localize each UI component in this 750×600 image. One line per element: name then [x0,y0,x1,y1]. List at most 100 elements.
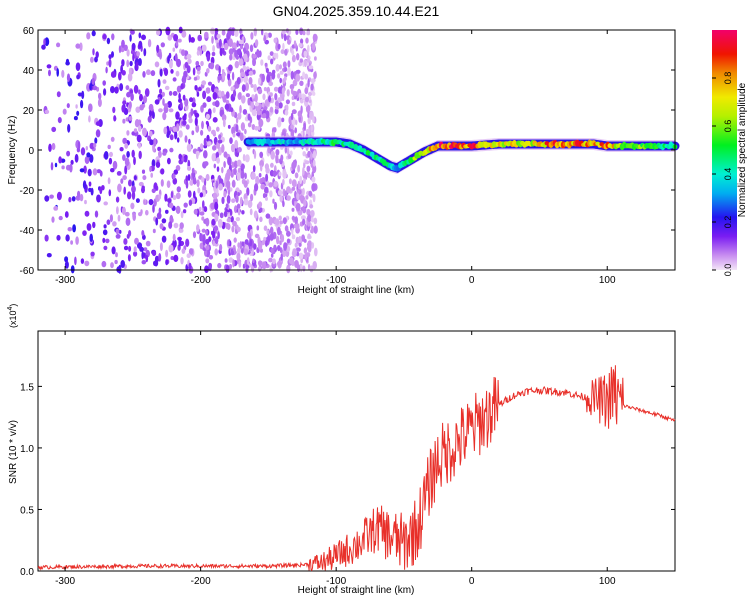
noise-speckle [235,194,239,203]
noise-speckle [204,265,209,274]
noise-speckle [273,180,279,187]
noise-speckle [138,119,142,126]
noise-speckle [212,182,216,187]
noise-speckle [182,209,187,214]
noise-speckle [188,117,193,124]
colorbar: 0.0 0.2 0.4 0.6 0.8 Normalized spectral ampl… [712,30,748,276]
noise-speckle [177,38,182,43]
noise-speckle [278,171,282,177]
noise-speckles [41,26,318,274]
noise-speckle [115,228,120,235]
noise-speckle [288,178,292,185]
noise-speckle [297,264,301,272]
noise-speckle [143,247,148,252]
noise-speckle [112,160,118,170]
noise-speckle [265,67,269,74]
noise-speckle [282,42,285,51]
noise-speckle [189,179,194,186]
noise-speckle [304,59,307,68]
noise-speckle [191,130,195,136]
snr-x-tick-label: 0 [469,576,475,587]
noise-speckle [292,79,298,87]
noise-speckle [145,209,149,216]
noise-speckle [282,217,287,225]
spectrogram-y-tick-label: 20 [23,106,35,117]
noise-speckle [144,88,150,97]
noise-speckle [160,179,164,187]
noise-speckle [281,249,287,258]
noise-speckle [187,174,191,181]
noise-speckle [268,216,273,226]
noise-speckle [291,186,296,191]
noise-speckle [206,96,212,103]
noise-speckle [291,227,294,235]
noise-speckle [248,77,253,85]
noise-speckle [139,104,144,111]
noise-speckle [240,71,246,78]
noise-speckle [225,264,230,273]
noise-speckle [58,156,62,164]
noise-speckle [124,211,130,217]
noise-speckle [127,191,132,200]
noise-speckle [151,188,156,194]
noise-speckle [254,39,259,47]
noise-speckle [232,220,237,227]
noise-speckle [300,257,304,264]
noise-speckle [172,173,176,180]
noise-speckle [283,242,288,251]
noise-speckle [158,207,162,214]
noise-speckle [197,187,201,194]
noise-speckle [93,142,97,148]
noise-speckle [196,224,200,232]
noise-speckle [71,196,76,202]
noise-speckle [278,215,282,221]
noise-speckle [217,139,223,144]
spectrogram-x-tick-label: 100 [599,275,616,286]
noise-speckle [123,238,128,245]
noise-speckle [86,223,92,231]
noise-speckle [269,226,274,236]
noise-speckle [312,115,315,123]
noise-speckle [67,227,73,232]
noise-speckle [291,161,297,170]
noise-speckle [95,129,101,138]
noise-speckle [254,93,258,103]
noise-speckle [138,40,143,49]
noise-speckle [94,210,99,218]
noise-speckle [230,143,236,153]
noise-speckle [92,221,96,229]
noise-speckle [46,253,52,258]
noise-speckle [307,174,312,179]
noise-speckle [227,239,230,247]
noise-speckle [180,211,184,219]
noise-speckle [260,183,266,190]
noise-speckle [131,190,136,200]
noise-speckle [98,92,102,100]
noise-speckle [230,86,235,92]
noise-speckle [56,68,59,77]
noise-speckle [212,230,216,239]
noise-speckle [249,263,252,268]
noise-speckle [252,165,256,173]
noise-speckle [217,146,222,156]
noise-speckle [130,202,135,210]
noise-speckle [277,226,281,236]
noise-speckle [294,172,299,179]
noise-speckle [245,93,250,98]
noise-speckle [95,121,101,126]
noise-speckle [223,190,227,198]
noise-speckle [273,86,279,92]
noise-speckle [174,53,178,62]
noise-speckle [88,181,92,187]
noise-speckle [269,233,275,241]
noise-speckle [294,242,298,248]
noise-speckle [290,124,294,130]
noise-speckle [274,93,278,101]
noise-speckle [200,60,204,67]
snr-x-tick-label: -200 [191,576,211,587]
noise-speckle [217,262,222,269]
noise-speckle [249,44,254,53]
noise-speckle [139,246,145,252]
noise-speckle [156,212,162,220]
noise-speckle [88,103,93,112]
